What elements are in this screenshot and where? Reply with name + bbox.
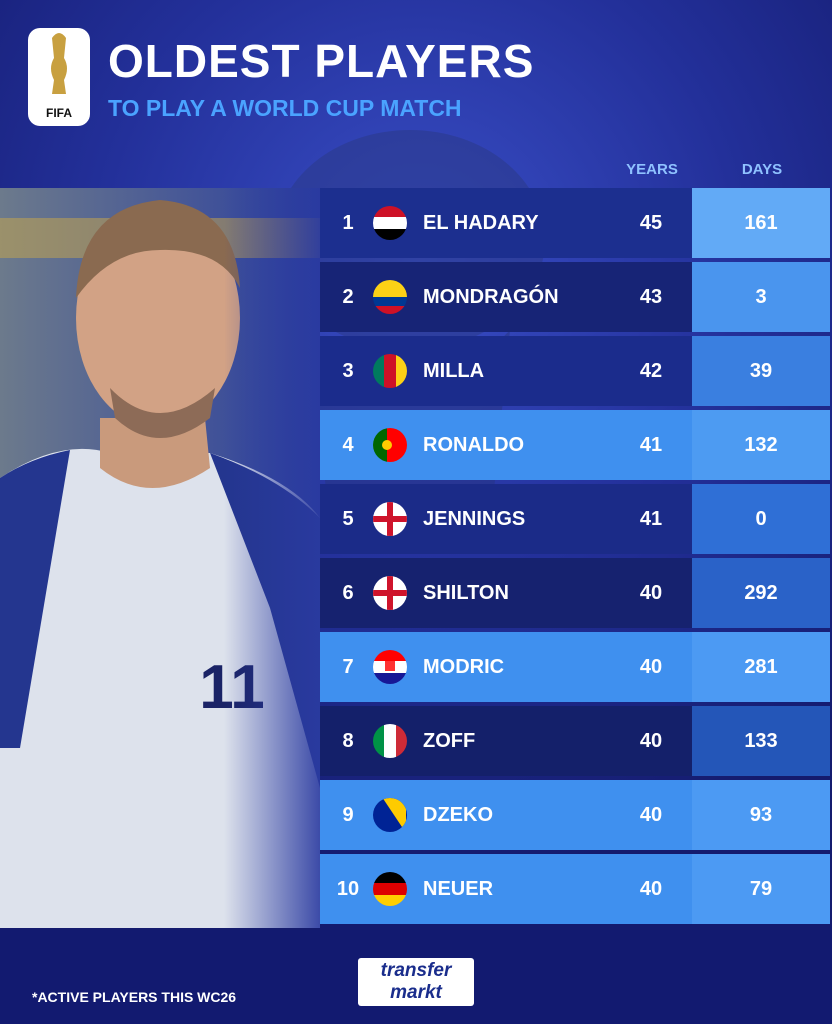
fifa-logo [28,28,90,126]
days: 39 [749,360,773,382]
days: 292 [744,582,778,604]
rank: 1 [342,212,354,234]
table-row: 2 MONDRAGÓN 43 3 [320,262,830,332]
days: 133 [744,730,778,752]
table-row: 4 RONALDO 41 132 [320,410,830,480]
table-row: 6 SHILTON 40 292 [320,558,830,628]
days-cell [692,854,830,924]
days: 132 [744,434,778,456]
days-cell [692,188,830,258]
days-cell [692,262,830,332]
flag [372,649,408,685]
flag [372,427,408,463]
years: 45 [639,212,663,234]
player-name: MONDRAGÓN [423,286,559,308]
column-header: DAYS [741,161,783,178]
table-row: 5 JENNINGS 41 0 [320,484,830,554]
years: 40 [639,656,663,678]
player-name: ZOFF [423,730,476,752]
table-row: 1 EL HADARY 45 161 [320,188,830,258]
days: 3 [755,286,767,308]
rank: 9 [342,804,354,826]
flag [372,723,408,759]
player-name: MODRIC [423,656,505,678]
logo-text: FIFA [46,106,72,120]
flag [372,871,408,907]
days: 161 [744,212,778,234]
years: 42 [639,360,663,382]
table-row: 10 NEUER 40 79 [320,854,830,924]
years: 41 [639,434,663,456]
years: 40 [639,730,663,752]
table-row: 3 MILLA 42 39 [320,336,830,406]
table-row: 8 ZOFF 40 133 [320,706,830,776]
footnote: *ACTIVE PLAYERS THIS WC26 [32,989,237,1005]
days-cell [692,484,830,554]
rank: 7 [342,656,354,678]
days: 281 [744,656,778,678]
player-name: SHILTON [423,582,509,604]
flag [372,279,408,315]
years: 40 [639,804,663,826]
subtitle: TO PLAY A WORLD CUP MATCH [108,95,462,121]
flag [372,575,408,611]
brand-text: transfer [380,960,452,981]
rank: 6 [342,582,354,604]
rank: 4 [342,434,354,456]
rank: 3 [342,360,354,382]
flag [372,353,408,389]
brand-text: markt [390,982,442,1003]
days-cell [692,410,830,480]
years: 40 [639,878,663,900]
rank: 10 [336,878,360,900]
days: 0 [755,508,767,530]
player-name: EL HADARY [423,212,539,234]
title: OLDEST PLAYERS [108,35,535,87]
days-cell [692,706,830,776]
player-photo: 11 [0,188,320,928]
days-cell [692,780,830,850]
column-header: YEARS [626,161,678,178]
years: 40 [639,582,663,604]
table-row: 9 DZEKO 40 93 [320,780,830,850]
rank: 5 [342,508,354,530]
days-cell [692,632,830,702]
flag [372,797,408,833]
years: 41 [639,508,663,530]
days: 79 [749,878,773,900]
days-cell [692,336,830,406]
days: 93 [749,804,773,826]
years: 43 [639,286,663,308]
rank: 2 [342,286,354,308]
player-name: DZEKO [423,804,493,826]
table-row: 7 MODRIC 40 281 [320,632,830,702]
player-name: JENNINGS [423,508,526,530]
rank: 8 [342,730,354,752]
player-name: MILLA [423,360,485,382]
flag [372,205,408,241]
flag [372,501,408,537]
player-name: RONALDO [423,434,525,456]
player-name: NEUER [423,878,494,900]
days-cell [692,558,830,628]
brand-logo [358,958,474,1006]
